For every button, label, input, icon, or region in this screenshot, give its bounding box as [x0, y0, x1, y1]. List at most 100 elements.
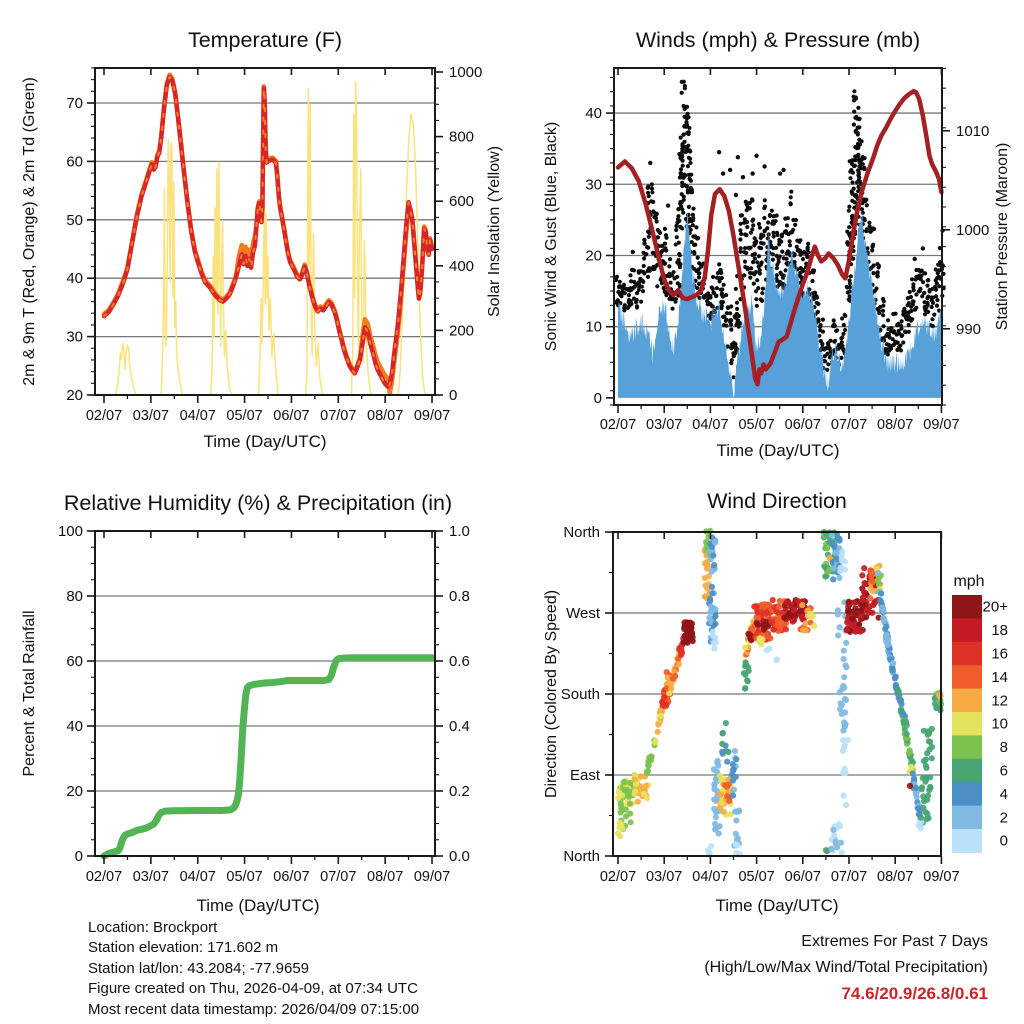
x-axis-label: Time (Day/UTC)	[203, 432, 326, 451]
svg-text:South: South	[561, 686, 600, 703]
svg-text:05/07: 05/07	[738, 869, 774, 885]
svg-text:06/07: 06/07	[273, 869, 309, 885]
station-latlon: Station lat/lon: 43.2084; -77.9659	[88, 959, 310, 977]
svg-text:12: 12	[991, 692, 1008, 709]
svg-text:05/07: 05/07	[226, 869, 262, 885]
svg-text:14: 14	[991, 669, 1008, 686]
svg-text:20: 20	[66, 387, 83, 404]
svg-text:40: 40	[585, 105, 602, 122]
chart-title: Wind Direction	[707, 489, 847, 513]
svg-text:8: 8	[1000, 739, 1008, 756]
temp-9m-line	[101, 72, 435, 396]
svg-text:60: 60	[66, 153, 83, 170]
sonic-wind-area	[618, 211, 942, 398]
svg-text:10: 10	[585, 319, 602, 336]
svg-text:08/07: 08/07	[877, 417, 913, 433]
svg-text:800: 800	[449, 129, 474, 146]
svg-text:2: 2	[1000, 809, 1008, 826]
svg-text:04/07: 04/07	[692, 869, 728, 885]
y-axis-label-left: Direction (Colored By Speed)	[543, 590, 560, 798]
svg-text:80: 80	[66, 588, 83, 605]
chart-humidity_precip: 02/07 03/07 04/07 05/07 06/07 07/07 08/07 09/07…	[21, 491, 470, 915]
svg-text:600: 600	[449, 193, 474, 210]
svg-text:07/07: 07/07	[320, 869, 356, 885]
chart-title: Winds (mph) & Pressure (mb)	[636, 28, 920, 52]
svg-text:0.8: 0.8	[449, 588, 470, 605]
cumulative-precip-line	[100, 654, 436, 860]
temp-2m-line	[101, 74, 435, 390]
y-axis-label-left: 2m & 9m T (Red, Orange) & 2m Td (Green)	[21, 77, 38, 386]
chart-temperature: 02/07 03/07 04/07 05/07 06/07 07/07 08/07 09/07…	[21, 28, 503, 451]
extremes-title: Extremes For Past 7 Days	[801, 933, 988, 950]
svg-text:16: 16	[991, 646, 1008, 663]
svg-text:0.0: 0.0	[449, 848, 470, 865]
extremes-block: Extremes For Past 7 Days (High/Low/Max W…	[528, 929, 988, 1007]
station-location: Location: Brockport	[88, 919, 218, 936]
svg-text:North: North	[563, 524, 600, 541]
figure-created-timestamp: Figure created on Thu, 2026-04-09, at 07…	[88, 980, 418, 998]
svg-text:1000: 1000	[449, 64, 482, 81]
svg-text:08/07: 08/07	[367, 869, 403, 885]
extremes-subtitle: (High/Low/Max Wind/Total Precipitation)	[704, 959, 988, 976]
svg-text:05/07: 05/07	[226, 408, 262, 424]
svg-text:60: 60	[66, 653, 83, 670]
svg-text:06/07: 06/07	[785, 417, 821, 433]
svg-text:0: 0	[1000, 833, 1008, 850]
svg-text:40: 40	[66, 270, 83, 287]
svg-text:09/07: 09/07	[923, 417, 959, 433]
most-recent-data-timestamp: Most recent data timestamp: 2026/04/09 0…	[88, 1000, 420, 1018]
svg-text:1010: 1010	[956, 123, 989, 140]
svg-text:04/07: 04/07	[180, 408, 216, 424]
svg-text:07/07: 07/07	[831, 417, 867, 433]
chart-winds_pressure: 02/07 03/07 04/07 05/07 06/07 07/07 08/07 09/07…	[543, 28, 1011, 460]
svg-text:03/07: 03/07	[133, 869, 169, 885]
svg-text:03/07: 03/07	[133, 408, 169, 424]
svg-text:6: 6	[1000, 763, 1008, 780]
svg-text:20+: 20+	[983, 599, 1009, 616]
svg-text:02/07: 02/07	[86, 869, 122, 885]
svg-text:04/07: 04/07	[180, 869, 216, 885]
svg-text:04/07: 04/07	[692, 417, 728, 433]
svg-text:06/07: 06/07	[273, 408, 309, 424]
svg-text:0: 0	[75, 848, 83, 865]
svg-text:03/07: 03/07	[646, 417, 682, 433]
svg-text:07/07: 07/07	[831, 869, 867, 885]
svg-text:06/07: 06/07	[785, 869, 821, 885]
y-axis-label-right: Solar Insolation (Yellow)	[486, 146, 503, 317]
svg-text:05/07: 05/07	[738, 417, 774, 433]
solar-insolation-line	[103, 80, 433, 396]
svg-text:02/07: 02/07	[86, 408, 122, 424]
svg-text:20: 20	[585, 247, 602, 264]
y-axis-label-left: Sonic Wind & Gust (Blue, Black)	[543, 122, 560, 351]
station-pressure-line	[615, 88, 944, 387]
svg-text:20: 20	[66, 783, 83, 800]
svg-text:08/07: 08/07	[367, 408, 403, 424]
y-axis-label-right: Station Pressure (Maroon)	[994, 143, 1011, 331]
svg-text:07/07: 07/07	[320, 408, 356, 424]
x-axis-label: Time (Day/UTC)	[716, 441, 839, 460]
svg-text:09/07: 09/07	[414, 408, 450, 424]
svg-text:0.6: 0.6	[449, 653, 470, 670]
svg-text:0: 0	[594, 390, 602, 407]
svg-text:18: 18	[991, 622, 1008, 639]
svg-text:02/07: 02/07	[600, 417, 636, 433]
svg-text:09/07: 09/07	[923, 869, 959, 885]
y-axis-label-left: Percent & Total Rainfall	[21, 610, 38, 776]
chart-title: Relative Humidity (%) & Precipitation (i…	[64, 491, 452, 515]
speed-colorbar: mph 20+ 18 16 14 12 10 8 6 4 2 0	[952, 573, 1008, 853]
svg-text:70: 70	[66, 95, 83, 112]
svg-text:0.2: 0.2	[449, 783, 470, 800]
svg-text:990: 990	[956, 321, 981, 338]
svg-text:400: 400	[449, 258, 474, 275]
svg-text:02/07: 02/07	[600, 869, 636, 885]
x-axis-label: Time (Day/UTC)	[196, 896, 319, 915]
svg-text:4: 4	[1000, 786, 1008, 803]
temp-orange-fleck-overlay	[102, 75, 434, 388]
chart-title: Temperature (F)	[188, 28, 342, 52]
svg-text:1.0: 1.0	[449, 523, 470, 540]
svg-text:1000: 1000	[956, 222, 989, 239]
station-info-block: Location: Brockport Station elevation: 1…	[88, 918, 419, 1020]
x-axis-label: Time (Day/UTC)	[715, 896, 838, 915]
svg-text:10: 10	[991, 716, 1008, 733]
